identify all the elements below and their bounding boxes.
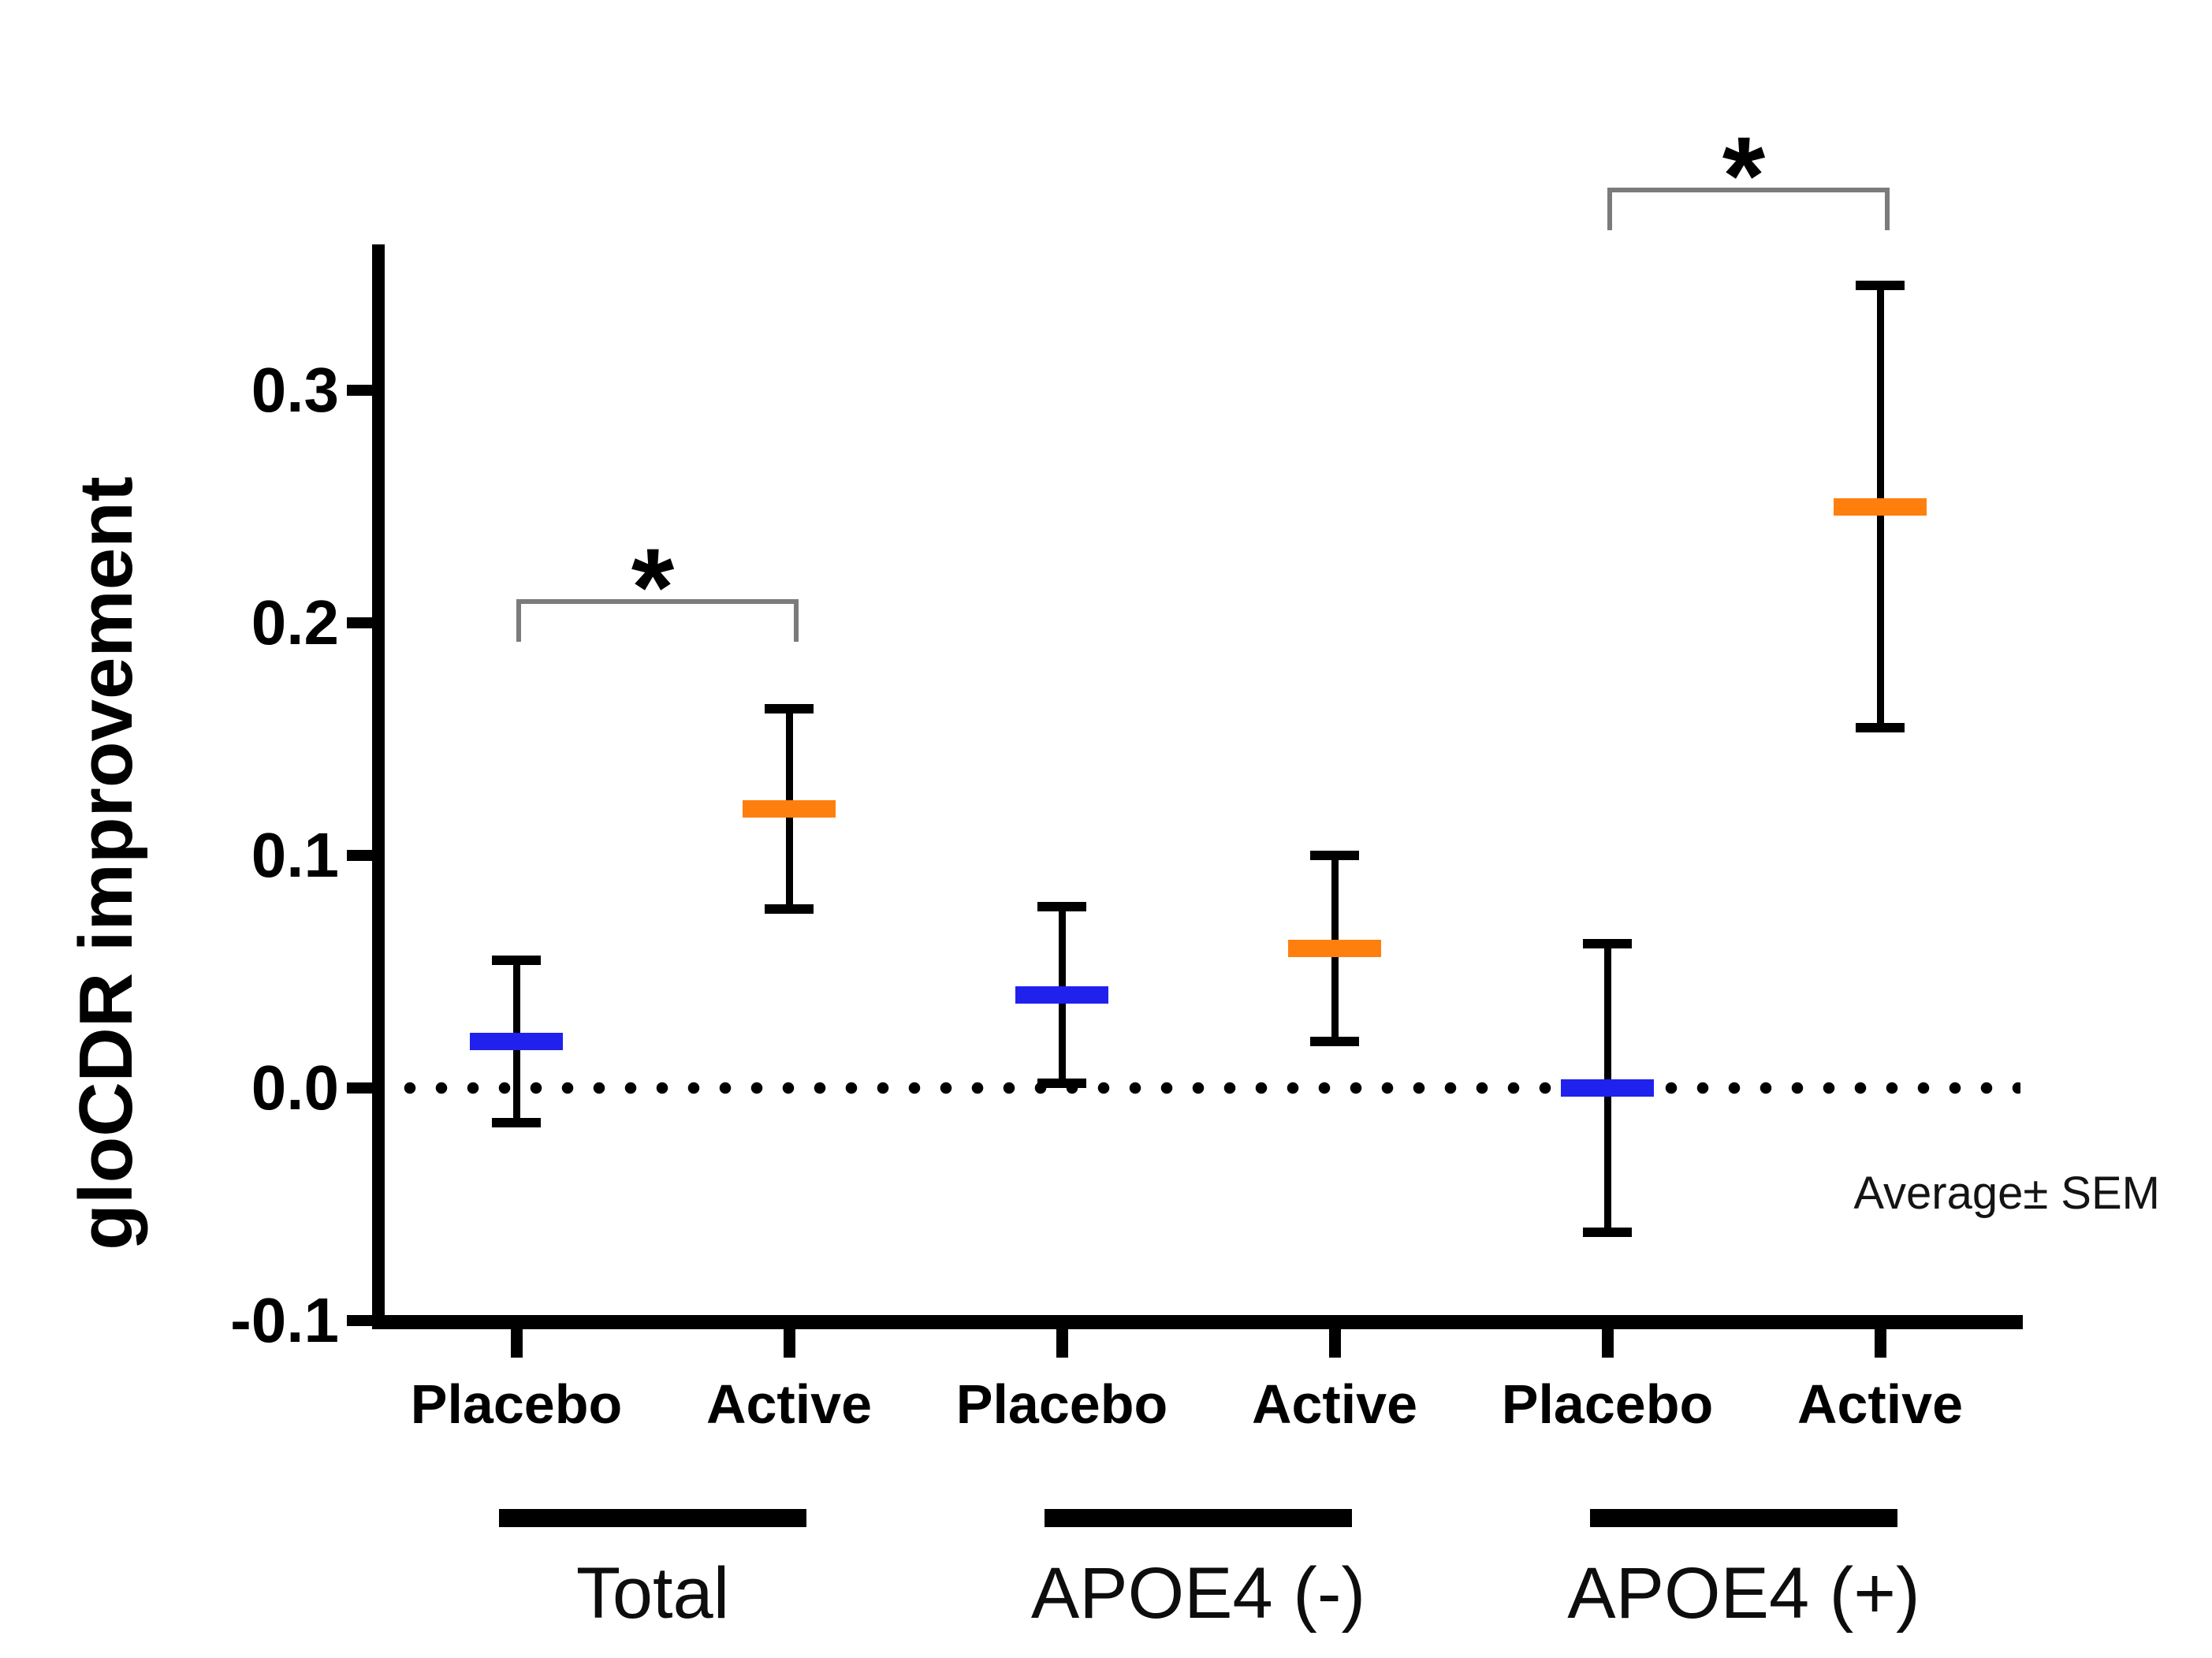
- group-underline: [499, 1509, 806, 1527]
- error-bar-cap-bottom: [492, 1118, 541, 1128]
- x-tick: [511, 1329, 523, 1358]
- y-tick: [347, 617, 373, 628]
- error-bar-cap-top: [1310, 851, 1359, 860]
- error-bar-cap-top: [765, 704, 814, 714]
- y-tick-label: 0.1: [251, 820, 339, 890]
- group-label: Total: [575, 1553, 730, 1634]
- error-bar-cap-top: [492, 955, 541, 965]
- mean-bar-active: [1834, 497, 1927, 516]
- mean-bar-active: [743, 800, 836, 818]
- error-bar-cap-bottom: [1856, 722, 1905, 732]
- y-tick-label: 0.2: [251, 587, 339, 658]
- x-tick: [1329, 1329, 1341, 1358]
- group-label: APOE4 (-): [1030, 1553, 1366, 1634]
- error-bar-cap-bottom: [1583, 1227, 1632, 1237]
- significance-bracket: [1607, 188, 1890, 231]
- condition-label-active: Active: [706, 1373, 873, 1435]
- condition-label-placebo: Placebo: [955, 1373, 1168, 1435]
- y-tick: [347, 1082, 373, 1094]
- y-axis-line: [372, 244, 385, 1329]
- error-bar-cap-bottom: [765, 904, 814, 914]
- x-tick: [1056, 1329, 1068, 1358]
- y-tick-label: 0.0: [251, 1053, 339, 1123]
- mean-bar-placebo: [470, 1033, 563, 1050]
- y-tick-label: -0.1: [230, 1285, 339, 1355]
- x-axis-line: [372, 1315, 2023, 1329]
- error-bar-cap-top: [1583, 939, 1632, 949]
- group-underline: [1590, 1509, 1897, 1527]
- x-tick: [1602, 1329, 1614, 1358]
- average-sem-note: Average± SEM: [1853, 1168, 2160, 1219]
- x-tick: [1875, 1329, 1886, 1358]
- y-tick: [347, 1315, 373, 1326]
- group-underline: [1045, 1509, 1352, 1527]
- zero-reference-line: [394, 1082, 2020, 1094]
- condition-label-active: Active: [1251, 1373, 1418, 1435]
- x-tick: [784, 1329, 795, 1358]
- significance-bracket: [516, 599, 799, 643]
- mean-bar-placebo: [1015, 986, 1108, 1004]
- mean-bar-placebo: [1561, 1079, 1654, 1097]
- error-bar-cap-bottom: [1310, 1037, 1359, 1046]
- error-bar-cap-bottom: [1037, 1079, 1086, 1089]
- group-label: APOE4 (+): [1567, 1553, 1920, 1634]
- condition-label-placebo: Placebo: [1501, 1373, 1714, 1435]
- y-tick: [347, 385, 373, 396]
- y-tick-label: 0.3: [251, 355, 339, 425]
- condition-label-placebo: Placebo: [410, 1373, 623, 1435]
- mean-bar-active: [1288, 940, 1381, 957]
- significance-star: *: [631, 525, 675, 650]
- condition-label-active: Active: [1797, 1373, 1964, 1435]
- significance-star: *: [1722, 114, 1766, 238]
- error-bar-cap-top: [1856, 281, 1905, 291]
- y-tick: [347, 850, 373, 861]
- error-bar-cap-top: [1037, 901, 1086, 911]
